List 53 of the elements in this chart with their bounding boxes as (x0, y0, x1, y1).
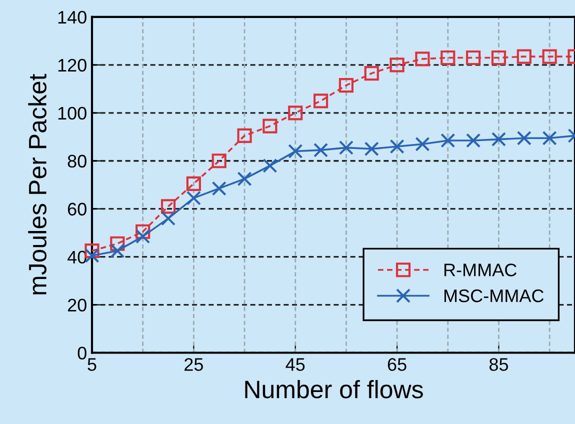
point (212, 154, 226, 168)
point (338, 140, 354, 155)
point (364, 66, 379, 81)
point (313, 142, 328, 158)
point (516, 130, 532, 146)
point (160, 211, 176, 226)
point (338, 78, 354, 93)
point (262, 118, 278, 134)
y-axis-title: mJoules Per Packet (28, 74, 47, 294)
point (491, 132, 506, 147)
point (440, 133, 456, 148)
point (288, 106, 303, 120)
point (390, 139, 404, 154)
y-tick-label: 80 (68, 154, 86, 168)
point (186, 176, 201, 191)
point (390, 58, 404, 72)
point (415, 136, 430, 152)
point (110, 236, 125, 251)
point (313, 94, 328, 108)
legend-label: R-MMAC (444, 264, 517, 276)
x-tick-label: 65 (388, 358, 406, 371)
point (110, 244, 125, 258)
point (491, 50, 506, 66)
point (136, 224, 150, 239)
point (466, 50, 481, 66)
x-tick-label: 85 (489, 358, 508, 371)
y-tick-label: 120 (58, 58, 86, 72)
y-tick-label: 140 (58, 10, 86, 24)
point (516, 49, 532, 64)
point (542, 130, 557, 146)
legend-label: MSC-MMAC (444, 289, 544, 302)
y-tick-label: 100 (58, 106, 86, 120)
point (136, 229, 150, 244)
point (186, 190, 201, 206)
y-tick-label: 0 (78, 346, 86, 360)
y-tick-label: 60 (68, 202, 86, 216)
point (237, 172, 252, 186)
x-tick-label: 25 (184, 358, 203, 371)
x-tick-label: 45 (286, 358, 305, 371)
point (237, 128, 252, 143)
point (160, 199, 176, 214)
point (288, 144, 303, 159)
x-axis-title: Number of flows (245, 380, 423, 398)
point (364, 142, 379, 156)
point (212, 181, 226, 196)
y-tick-label: 20 (68, 298, 86, 312)
x-tick-label: 5 (88, 358, 96, 371)
point (415, 52, 430, 66)
point (262, 158, 278, 173)
point (466, 133, 481, 148)
point (440, 50, 456, 66)
point (84, 244, 100, 258)
point (542, 49, 557, 64)
